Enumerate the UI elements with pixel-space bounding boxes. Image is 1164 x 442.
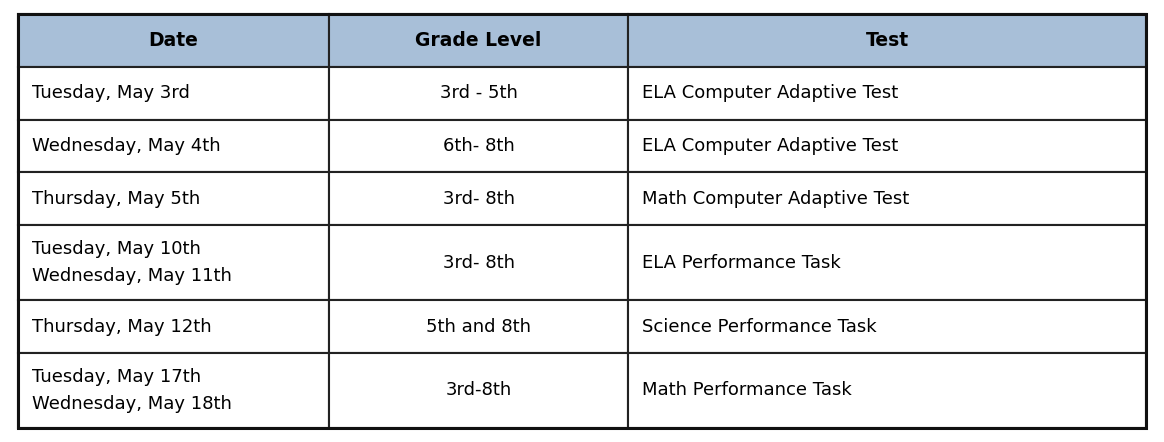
Bar [328,300,629,353]
Bar [17,172,328,225]
Text: Tuesday, May 17th
Wednesday, May 18th: Tuesday, May 17th Wednesday, May 18th [31,368,232,413]
Bar [328,14,629,67]
Text: ELA Computer Adaptive Test: ELA Computer Adaptive Test [643,137,899,155]
Bar [17,14,328,67]
Bar [17,119,328,172]
Text: ELA Performance Task: ELA Performance Task [643,254,842,271]
Text: 5th and 8th: 5th and 8th [426,317,531,335]
Bar [629,353,1147,428]
Text: Wednesday, May 4th: Wednesday, May 4th [31,137,221,155]
Bar [17,67,328,119]
Bar [328,353,629,428]
Text: Tuesday, May 10th
Wednesday, May 11th: Tuesday, May 10th Wednesday, May 11th [31,240,232,285]
Text: 6th- 8th: 6th- 8th [442,137,514,155]
Text: Grade Level: Grade Level [416,31,541,50]
Bar [629,300,1147,353]
Bar [328,225,629,300]
Text: 3rd- 8th: 3rd- 8th [442,254,514,271]
Bar [328,119,629,172]
Text: Date: Date [149,31,198,50]
Bar [17,225,328,300]
Bar [629,225,1147,300]
Bar [17,300,328,353]
Text: Thursday, May 12th: Thursday, May 12th [31,317,212,335]
Bar [629,14,1147,67]
Bar [328,67,629,119]
Bar [629,119,1147,172]
Text: 3rd-8th: 3rd-8th [446,381,512,400]
Bar [17,353,328,428]
Text: Math Computer Adaptive Test: Math Computer Adaptive Test [643,190,909,208]
Text: ELA Computer Adaptive Test: ELA Computer Adaptive Test [643,84,899,102]
Text: 3rd - 5th: 3rd - 5th [440,84,518,102]
Text: Test: Test [866,31,909,50]
Text: Thursday, May 5th: Thursday, May 5th [31,190,200,208]
Text: Science Performance Task: Science Performance Task [643,317,876,335]
Bar [629,172,1147,225]
Text: Tuesday, May 3rd: Tuesday, May 3rd [31,84,190,102]
Bar [328,172,629,225]
Bar [629,67,1147,119]
Text: Math Performance Task: Math Performance Task [643,381,852,400]
Text: 3rd- 8th: 3rd- 8th [442,190,514,208]
